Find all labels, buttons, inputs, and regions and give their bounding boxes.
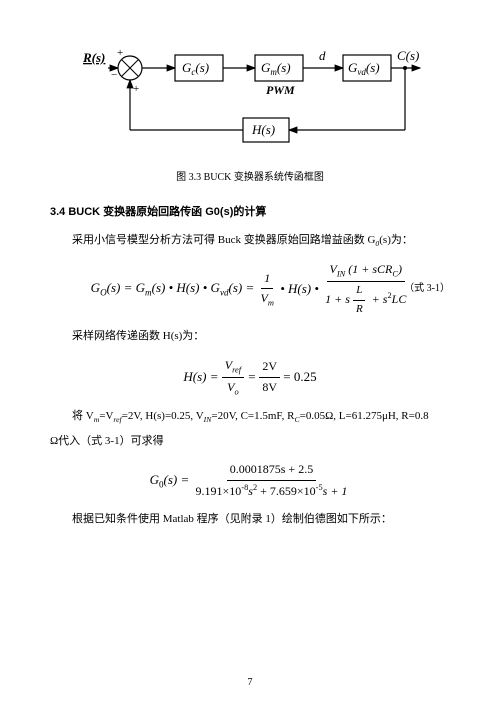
section-heading: 3.4 BUCK 变换器原始回路传函 G0(s)的计算 — [50, 204, 450, 222]
equation-1: GO(s) = Gm(s) • H(s) • Gvd(s) = 1 Vm • H… — [50, 260, 450, 318]
page-number: 7 — [0, 675, 500, 691]
equation-3: G0(s) = 0.0001875s + 2.5 9.191×10-8s2 + … — [50, 460, 450, 500]
block-diagram: R(s) + − + Gc(s) Gm(s) PWM d — [75, 30, 425, 160]
figure-caption: 图 3.3 BUCK 变换器系统传函框图 — [50, 170, 450, 186]
equation-2: H(s) = Vref Vo = 2V 8V = 0.25 — [50, 356, 450, 399]
svg-text:R(s): R(s) — [82, 50, 105, 65]
svg-text:C(s): C(s) — [397, 48, 419, 63]
para-2: 采样网络传递函数 H(s)为： — [50, 328, 450, 346]
para-1: 采用小信号模型分析方法可得 Buck 变换器原始回路增益函数 G0(s)为： — [50, 232, 450, 251]
svg-text:Gc(s): Gc(s) — [182, 60, 209, 77]
svg-text:PWM: PWM — [266, 83, 295, 97]
svg-text:−: − — [111, 69, 117, 81]
para-4: Ω代入（式 3-1）可求得 — [50, 433, 450, 451]
svg-text:d: d — [319, 48, 326, 63]
para-3: 将 Vm=Vref=2V, H(s)=0.25, VIN=20V, C=1.5m… — [50, 408, 450, 427]
para-5: 根据已知条件使用 Matlab 程序（见附录 1）绘制伯德图如下所示： — [50, 511, 450, 529]
svg-text:H(s): H(s) — [251, 122, 275, 137]
svg-text:+: + — [133, 83, 139, 95]
svg-text:+: + — [117, 47, 123, 59]
equation-1-label: （式 3-1） — [404, 281, 450, 297]
